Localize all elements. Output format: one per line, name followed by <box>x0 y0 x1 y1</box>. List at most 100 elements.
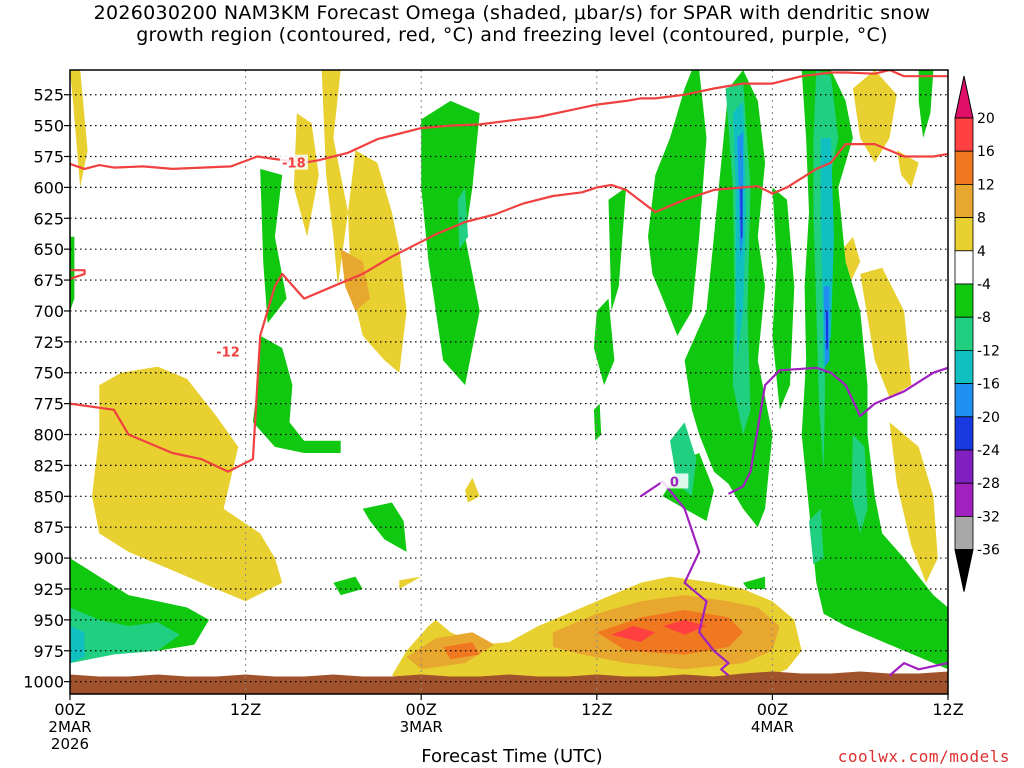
colorbar-bin-10 <box>954 449 974 484</box>
omega-region-neg4-25 <box>608 187 627 311</box>
grid-lines <box>70 70 948 694</box>
omega-region-neg8-38 <box>813 70 839 472</box>
y-tick-label-675: 675 <box>33 271 64 290</box>
y-tick-label-600: 600 <box>33 178 64 197</box>
contour-line-4 <box>728 366 948 495</box>
omega-region-4-4 <box>92 366 283 602</box>
contour-label-bg-2 <box>214 343 243 359</box>
omega-region-4-7 <box>896 150 919 188</box>
colorbar-bin-5 <box>954 283 974 318</box>
x-date-label-4-0: 4MAR <box>751 718 794 736</box>
omega-region-neg4-31 <box>772 187 795 410</box>
omega-region-neg4-30 <box>593 403 602 441</box>
contour-line-2 <box>70 143 948 473</box>
omega-region-neg8-43 <box>457 187 468 250</box>
y-tick-label-850: 850 <box>33 487 64 506</box>
colorbar: 20 16 12 8 4 -4 -8 -12 -16 -20 -24 -28 -32 -36 <box>954 75 1000 592</box>
x-tick-label-1: 12Z <box>230 700 261 719</box>
y-tick-label-1000: 1000 <box>23 673 64 692</box>
title-line-1: 2026030200 NAM3KM Forecast Omega (shaded… <box>93 2 931 24</box>
y-tick-label-775: 775 <box>33 395 64 414</box>
omega-region-4-1 <box>321 70 348 287</box>
omega-region-4-0 <box>70 70 88 188</box>
colorbar-bin-1 <box>954 150 974 185</box>
y-tick-label-925: 925 <box>33 580 64 599</box>
y-tick-label-900: 900 <box>33 549 64 568</box>
colorbar-label-7: -12 <box>977 343 1000 359</box>
colorbar-bin-9 <box>954 416 974 451</box>
plot-background <box>70 70 948 694</box>
omega-region-neg4-24 <box>333 576 363 596</box>
omega-region-neg4-29 <box>593 298 615 386</box>
omega-region-neg4-22 <box>252 335 341 453</box>
colorbar-top-arrow <box>954 75 974 119</box>
colorbar-bin-12 <box>954 516 974 551</box>
contour-line-0 <box>70 70 948 170</box>
omega-region-4-10 <box>889 422 938 583</box>
x-tick-label-4: 00Z <box>757 700 788 719</box>
terrain-ground <box>70 671 948 694</box>
omega-region-4-3 <box>348 150 407 373</box>
y-tick-label-725: 725 <box>33 333 64 352</box>
colorbar-label-12: -32 <box>977 509 1000 525</box>
contour-label-2: -12 <box>216 346 240 361</box>
y-tick-label-625: 625 <box>33 209 64 228</box>
y-tick-label-575: 575 <box>33 147 64 166</box>
omega-region-neg8-41 <box>70 607 180 664</box>
omega-region-neg4-27 <box>684 70 773 528</box>
omega-region-4-9 <box>860 267 912 398</box>
omega-region-12-16 <box>596 610 744 655</box>
omega-region-4-11 <box>399 576 422 589</box>
omega-region-neg4-36 <box>70 236 75 311</box>
contour-label-3: 0 <box>670 475 679 490</box>
y-tick-label-950: 950 <box>33 611 64 630</box>
colorbar-label-0: 20 <box>977 111 995 127</box>
colorbar-bin-4 <box>954 250 974 285</box>
contour-line-3 <box>640 480 730 677</box>
colorbar-bin-2 <box>954 183 974 218</box>
omega-region-neg4-34 <box>743 576 766 589</box>
colorbar-bin-0 <box>954 117 974 152</box>
x-tick-label-3: 12Z <box>581 700 612 719</box>
omega-region-neg12-46 <box>820 138 834 373</box>
omega-region-neg20-50 <box>740 184 743 240</box>
chart-title: 2026030200 NAM3KM Forecast Omega (shaded… <box>0 2 1024 46</box>
y-tick-label-875: 875 <box>33 518 64 537</box>
plot-area <box>70 70 948 694</box>
omega-region-neg4-21 <box>260 168 287 324</box>
colorbar-bin-11 <box>954 482 974 517</box>
omega-region-16-19 <box>662 619 707 635</box>
omega-region-neg4-23 <box>362 502 407 552</box>
title-line-2: growth region (contoured, red, °C) and f… <box>136 24 888 46</box>
colorbar-bin-7 <box>954 349 974 384</box>
omega-region-neg4-32 <box>801 70 948 670</box>
x-tick-label-0: 00Z <box>54 700 85 719</box>
x-axis-title: Forecast Time (UTC) <box>421 746 603 767</box>
x-date-label-0-1: 2026 <box>51 735 89 753</box>
colorbar-label-4: 4 <box>977 244 986 260</box>
contour-label-bg-3 <box>660 473 689 489</box>
y-tick-label-700: 700 <box>33 302 64 321</box>
y-tick-label-550: 550 <box>33 117 64 136</box>
omega-region-neg4-37 <box>845 533 868 565</box>
contours: -18 -12 0 <box>70 70 948 677</box>
y-tick-label-825: 825 <box>33 456 64 475</box>
colorbar-bin-3 <box>954 217 974 252</box>
omega-region-4-6 <box>852 70 897 163</box>
site-credit[interactable]: coolwx.com/models <box>837 747 1010 766</box>
contour-line-5 <box>888 662 948 677</box>
plot-frame <box>69 69 949 695</box>
omega-region-4-2 <box>293 113 319 237</box>
colorbar-label-1: 16 <box>977 144 995 160</box>
omega-region-neg4-33 <box>918 70 934 138</box>
omega-region-neg8-42 <box>851 434 868 534</box>
terrain <box>70 671 948 694</box>
colorbar-bin-6 <box>954 316 974 351</box>
omega-region-neg4-20 <box>421 100 480 386</box>
x-tick-label-2: 00Z <box>406 700 437 719</box>
y-tick-label-800: 800 <box>33 426 64 445</box>
omega-region-neg12-47 <box>70 626 85 664</box>
x-date-label-2-0: 3MAR <box>400 718 443 736</box>
y-tick-label-650: 650 <box>33 240 64 259</box>
colorbar-label-6: -8 <box>977 310 991 326</box>
